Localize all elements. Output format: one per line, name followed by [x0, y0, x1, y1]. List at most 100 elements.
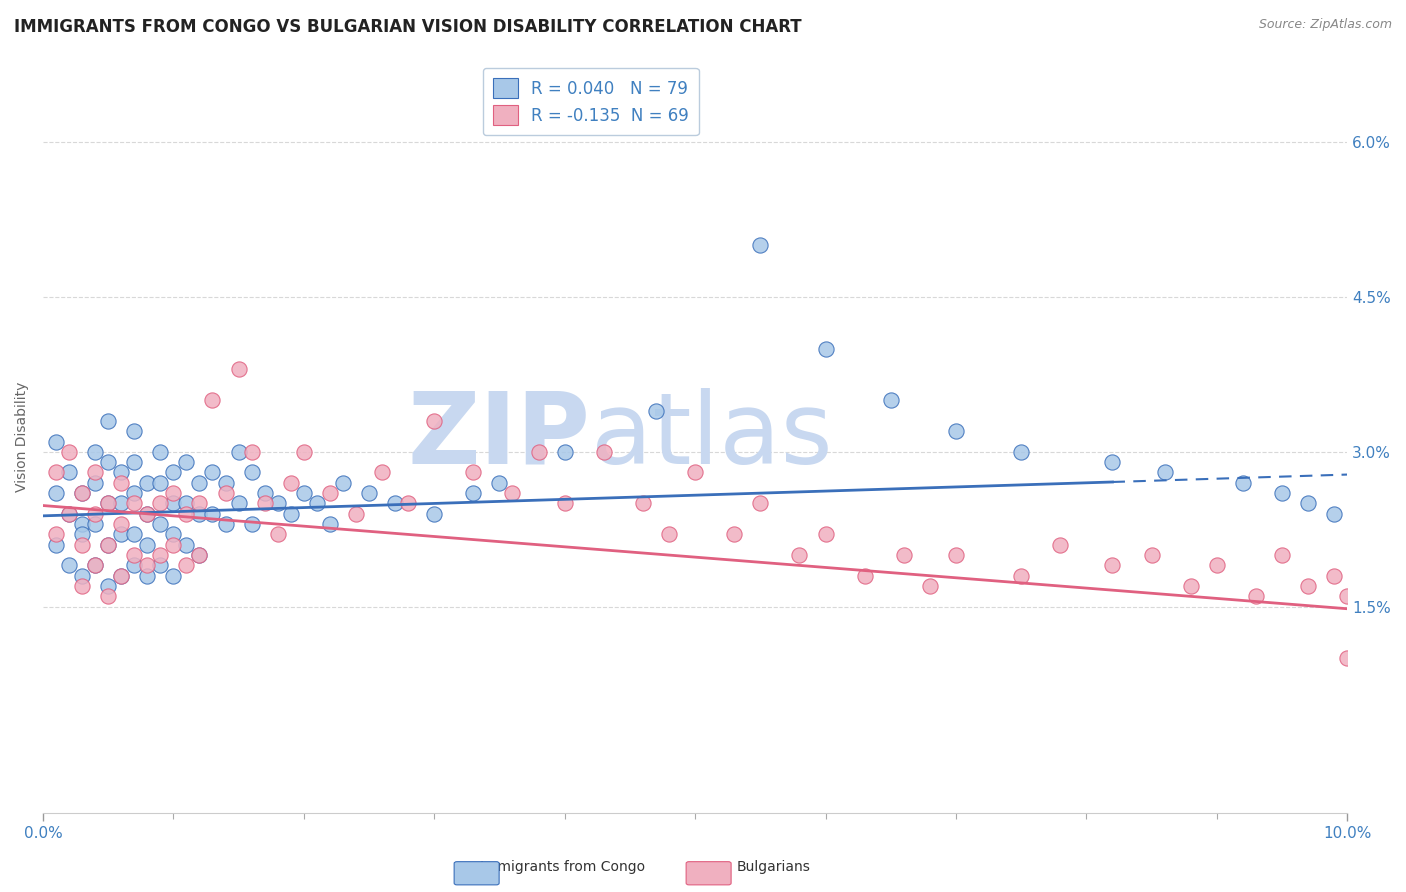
Point: [70, 486, 93, 500]
Point: [645, 403, 668, 417]
Point: [70, 538, 93, 552]
Point: [814, 527, 837, 541]
Point: [463, 466, 485, 480]
Point: [84, 517, 107, 532]
Point: [70, 568, 93, 582]
Point: [554, 445, 576, 459]
Point: [97, 414, 120, 428]
Point: [149, 558, 172, 573]
Point: [880, 393, 903, 408]
Legend: R = 0.040   N = 79, R = -0.135  N = 69: R = 0.040 N = 79, R = -0.135 N = 69: [482, 68, 699, 136]
Point: [84, 507, 107, 521]
Point: [110, 568, 132, 582]
Point: [97, 590, 120, 604]
Point: [45, 538, 67, 552]
Point: [45, 466, 67, 480]
Point: [84, 445, 107, 459]
Point: [122, 496, 145, 510]
Point: [188, 548, 211, 562]
Point: [70, 527, 93, 541]
Point: [110, 527, 132, 541]
Point: [149, 517, 172, 532]
Point: [58, 466, 80, 480]
Point: [228, 362, 250, 376]
Point: [853, 568, 876, 582]
Point: [240, 466, 263, 480]
Point: [162, 466, 184, 480]
Point: [188, 548, 211, 562]
Point: [201, 507, 224, 521]
Point: [45, 434, 67, 449]
Point: [136, 507, 159, 521]
Point: [70, 517, 93, 532]
Point: [527, 445, 550, 459]
Text: IMMIGRANTS FROM CONGO VS BULGARIAN VISION DISABILITY CORRELATION CHART: IMMIGRANTS FROM CONGO VS BULGARIAN VISIO…: [14, 18, 801, 36]
Point: [70, 579, 93, 593]
Point: [319, 486, 342, 500]
Point: [1101, 455, 1123, 469]
Point: [45, 486, 67, 500]
Point: [201, 393, 224, 408]
Point: [97, 538, 120, 552]
Point: [110, 517, 132, 532]
Point: [110, 568, 132, 582]
Point: [396, 496, 419, 510]
Point: [592, 445, 614, 459]
Point: [723, 527, 745, 541]
Point: [1101, 558, 1123, 573]
Point: [162, 496, 184, 510]
Point: [228, 445, 250, 459]
Point: [280, 507, 302, 521]
Point: [1271, 486, 1294, 500]
Point: [423, 507, 446, 521]
Point: [188, 475, 211, 490]
Point: [1180, 579, 1202, 593]
Point: [814, 342, 837, 356]
Point: [176, 455, 198, 469]
Point: [70, 486, 93, 500]
Point: [554, 496, 576, 510]
Point: [45, 527, 67, 541]
Point: [214, 517, 236, 532]
Point: [176, 558, 198, 573]
Point: [97, 496, 120, 510]
Point: [423, 414, 446, 428]
Point: [631, 496, 654, 510]
Point: [122, 558, 145, 573]
Point: [110, 466, 132, 480]
Point: [110, 496, 132, 510]
Point: [749, 238, 772, 252]
Point: [97, 538, 120, 552]
Point: [344, 507, 367, 521]
Point: [332, 475, 354, 490]
Point: [789, 548, 811, 562]
Point: [1140, 548, 1163, 562]
Point: [305, 496, 328, 510]
Point: [162, 527, 184, 541]
Point: [136, 475, 159, 490]
Point: [176, 507, 198, 521]
Point: [122, 486, 145, 500]
Point: [84, 558, 107, 573]
Point: [253, 486, 276, 500]
Text: Source: ZipAtlas.com: Source: ZipAtlas.com: [1258, 18, 1392, 31]
Point: [188, 507, 211, 521]
Point: [280, 475, 302, 490]
Point: [1296, 579, 1319, 593]
Point: [228, 496, 250, 510]
Point: [658, 527, 681, 541]
Point: [136, 568, 159, 582]
Point: [58, 507, 80, 521]
Point: [97, 455, 120, 469]
Point: [149, 475, 172, 490]
Point: [214, 475, 236, 490]
Point: [97, 579, 120, 593]
Point: [162, 568, 184, 582]
Text: Immigrants from Congo: Immigrants from Congo: [479, 860, 645, 874]
Point: [1323, 507, 1346, 521]
Point: [1336, 651, 1358, 665]
Point: [918, 579, 941, 593]
Point: [122, 548, 145, 562]
Point: [110, 475, 132, 490]
Point: [58, 445, 80, 459]
